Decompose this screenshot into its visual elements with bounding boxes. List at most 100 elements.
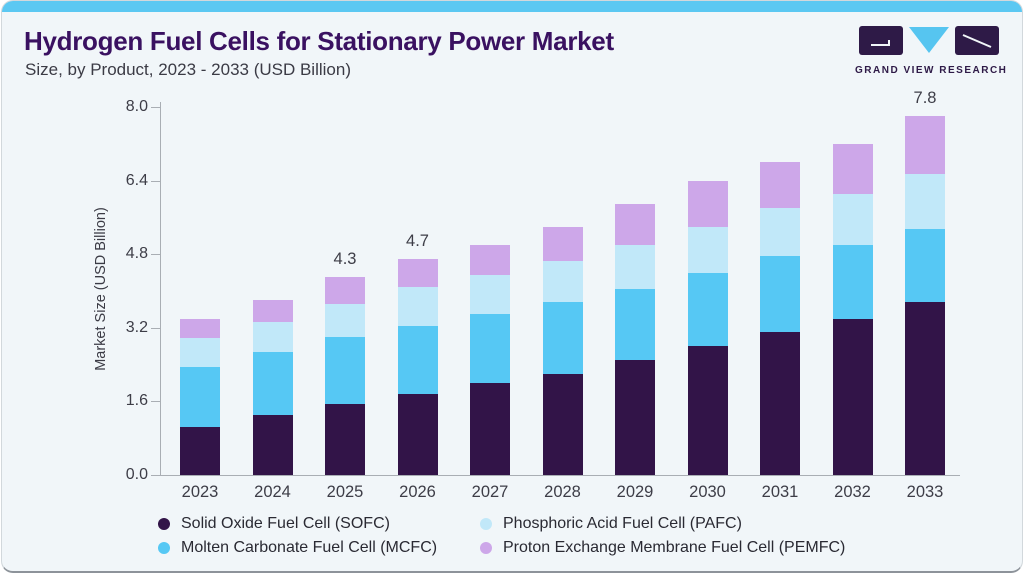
bar-2024 — [252, 300, 293, 475]
legend-swatch-4 — [480, 542, 492, 554]
bar-2025-segment-4 — [325, 277, 365, 304]
gvr-logo-r-mark — [962, 34, 992, 48]
legend-label-1: Solid Oxide Fuel Cell (SOFC) — [181, 515, 390, 532]
gvr-logo-left-block — [859, 26, 903, 55]
legend-item-1: Solid Oxide Fuel Cell (SOFC) — [158, 514, 390, 534]
x-axis-label-2024: 2024 — [254, 483, 291, 501]
bar-2033-segment-4 — [905, 116, 945, 174]
bar-2030-segment-3 — [687, 226, 728, 273]
bar-total-label-2026: 4.7 — [406, 231, 429, 250]
bar-2027-segment-4 — [470, 245, 510, 275]
bar-2029-segment-4 — [615, 203, 655, 245]
bar-2032 — [832, 143, 873, 475]
bar-total-label-2025: 4.3 — [333, 250, 357, 269]
y-axis-tick — [151, 107, 160, 108]
bar-2030-segment-2 — [687, 272, 728, 347]
legend-swatch-3 — [480, 518, 492, 530]
legend-swatch-1 — [158, 518, 170, 530]
y-axis-tick — [151, 327, 160, 329]
bar-2031-segment-2 — [760, 256, 800, 333]
bar-2024-segment-3 — [252, 321, 293, 352]
bar-2030-segment-1 — [687, 346, 728, 475]
bar-2023-segment-2 — [180, 366, 220, 427]
bar-2032-segment-1 — [832, 318, 873, 475]
bar-2026-segment-1 — [397, 394, 438, 475]
y-axis-tick-label: 4.8 — [125, 245, 148, 263]
bar-2024-segment-2 — [252, 351, 293, 416]
bar-2033 — [905, 116, 945, 475]
y-axis-tick-label: 1.6 — [125, 392, 148, 410]
y-axis-tick-label: 8.0 — [125, 98, 148, 115]
bar-2025 — [325, 277, 365, 475]
bar-2028-segment-1 — [542, 373, 583, 475]
y-axis-line — [160, 102, 161, 475]
bar-2025-segment-2 — [325, 336, 365, 404]
bar-2028 — [542, 226, 583, 475]
legend-label-4: Proton Exchange Membrane Fuel Cell (PEMF… — [503, 539, 846, 556]
bar-2023-segment-4 — [180, 318, 220, 338]
bar-2033-segment-1 — [905, 302, 945, 475]
bar-2028-segment-3 — [542, 261, 583, 303]
x-axis-label-2026: 2026 — [399, 483, 436, 501]
bar-2024-segment-4 — [252, 300, 293, 322]
bar-2029 — [615, 203, 655, 475]
x-axis-label-2025: 2025 — [326, 483, 364, 501]
x-axis-label-2031: 2031 — [761, 483, 799, 501]
bar-2026-segment-4 — [397, 258, 438, 288]
bar-2029-segment-2 — [615, 288, 655, 360]
bar-2030 — [687, 180, 728, 475]
bar-2025-segment-1 — [325, 403, 365, 475]
bar-2023-segment-3 — [180, 337, 220, 367]
bar-2026-segment-2 — [397, 326, 438, 395]
bar-2028-segment-2 — [542, 302, 583, 374]
bar-2032-segment-4 — [832, 143, 873, 195]
legend-label-2: Molten Carbonate Fuel Cell (MCFC) — [181, 539, 438, 556]
x-axis-line — [160, 475, 960, 476]
bar-2031-segment-1 — [760, 332, 800, 475]
x-axis-label-2028: 2028 — [544, 483, 581, 501]
bar-2029-segment-3 — [615, 244, 655, 289]
bar-2026-segment-3 — [397, 287, 438, 327]
bar-2024-segment-1 — [252, 415, 293, 475]
y-axis-tick — [151, 401, 160, 403]
legend-item-2: Molten Carbonate Fuel Cell (MCFC) — [158, 538, 437, 558]
bar-2023-segment-1 — [180, 426, 220, 475]
gvr-logo-icon — [859, 26, 999, 55]
y-axis-tick-label: 3.2 — [125, 318, 148, 336]
bar-2028-segment-4 — [542, 226, 583, 262]
x-axis-label-2023: 2023 — [181, 483, 219, 501]
y-axis-tick-label: 0.0 — [125, 466, 148, 483]
legend-item-4: Proton Exchange Membrane Fuel Cell (PEMF… — [480, 538, 845, 558]
bar-2032-segment-2 — [832, 244, 873, 319]
page-subtitle: Size, by Product, 2023 - 2033 (USD Billi… — [25, 60, 351, 79]
legend-label-3: Phosphoric Acid Fuel Cell (PAFC) — [503, 515, 742, 532]
bar-2031-segment-4 — [760, 162, 800, 209]
x-axis-label-2027: 2027 — [471, 483, 509, 501]
bar-2025-segment-3 — [325, 303, 365, 337]
gvr-logo-triangle-icon — [909, 27, 949, 53]
bar-2029-segment-1 — [615, 359, 655, 475]
bar-2031-segment-3 — [760, 208, 800, 257]
bar-2027 — [470, 245, 510, 475]
bar-2027-segment-3 — [470, 274, 510, 314]
x-axis-label-2029: 2029 — [616, 483, 654, 501]
accent-top-strip — [2, 1, 1022, 12]
x-axis-label-2033: 2033 — [906, 483, 944, 501]
bar-2027-segment-1 — [470, 382, 510, 475]
y-axis-tick — [151, 254, 160, 256]
gvr-logo-g-mark — [871, 40, 890, 46]
bar-2033-segment-3 — [905, 173, 945, 229]
bar-2026 — [397, 258, 438, 475]
page-title: Hydrogen Fuel Cells for Stationary Power… — [24, 26, 614, 56]
bar-2031 — [760, 162, 800, 475]
bar-2030-segment-4 — [687, 180, 728, 227]
bar-total-label-2033: 7.8 — [913, 89, 937, 108]
grand-view-research-logo: GRAND VIEW RESEARCH — [855, 26, 1006, 76]
bar-2023 — [180, 318, 220, 475]
y-axis-tick — [151, 180, 160, 182]
y-axis-title: Market Size (USD Billion) — [93, 207, 109, 371]
y-axis-tick — [151, 475, 160, 476]
bar-2033-segment-2 — [905, 228, 945, 303]
y-axis-tick-label: 6.4 — [125, 171, 148, 189]
